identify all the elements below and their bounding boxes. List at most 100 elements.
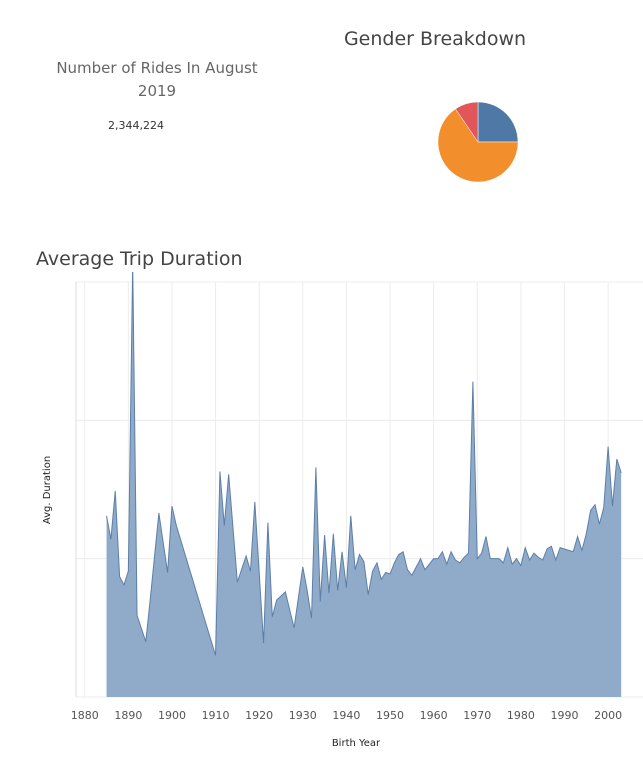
data-point[interactable] [362, 560, 365, 563]
data-point[interactable] [410, 574, 413, 577]
data-point[interactable] [371, 570, 374, 573]
data-point[interactable] [166, 571, 169, 574]
data-point[interactable] [223, 524, 226, 527]
data-point[interactable] [175, 524, 178, 527]
data-point[interactable] [585, 532, 588, 535]
data-point[interactable] [402, 550, 405, 553]
data-point[interactable] [572, 550, 575, 553]
data-point[interactable] [489, 557, 492, 560]
data-point[interactable] [384, 571, 387, 574]
data-point[interactable] [537, 556, 540, 559]
data-point[interactable] [149, 599, 152, 602]
data-point[interactable] [615, 458, 618, 461]
data-point[interactable] [341, 550, 344, 553]
data-point[interactable] [170, 505, 173, 508]
data-point[interactable] [266, 521, 269, 524]
data-point[interactable] [441, 550, 444, 553]
data-point[interactable] [262, 642, 265, 645]
data-point[interactable] [332, 532, 335, 535]
data-point[interactable] [109, 538, 112, 541]
data-point[interactable] [144, 640, 147, 643]
data-point[interactable] [253, 500, 256, 503]
data-point[interactable] [393, 561, 396, 564]
data-point[interactable] [218, 470, 221, 473]
data-point[interactable] [541, 559, 544, 562]
data-point[interactable] [445, 563, 448, 566]
data-point[interactable] [118, 575, 121, 578]
data-point[interactable] [415, 565, 418, 568]
data-point[interactable] [354, 568, 357, 571]
data-point[interactable] [458, 561, 461, 564]
data-point[interactable] [484, 535, 487, 538]
data-point[interactable] [275, 599, 278, 602]
data-point[interactable] [480, 552, 483, 555]
data-point[interactable] [105, 514, 108, 517]
data-point[interactable] [327, 592, 330, 595]
data-point[interactable] [476, 557, 479, 560]
data-point[interactable] [122, 583, 125, 586]
data-point[interactable] [594, 503, 597, 506]
data-point[interactable] [406, 568, 409, 571]
data-point[interactable] [336, 589, 339, 592]
data-point[interactable] [380, 578, 383, 581]
data-point[interactable] [567, 549, 570, 552]
pie-slice-0[interactable] [477, 101, 519, 143]
data-point[interactable] [515, 557, 518, 560]
data-point[interactable] [157, 512, 160, 515]
data-point[interactable] [550, 545, 553, 548]
data-point[interactable] [506, 546, 509, 549]
data-point[interactable] [598, 523, 601, 526]
data-point[interactable] [271, 615, 274, 618]
data-point[interactable] [227, 473, 230, 476]
data-point[interactable] [389, 572, 392, 575]
data-point[interactable] [611, 505, 614, 508]
data-point[interactable] [576, 535, 579, 538]
data-point[interactable] [493, 557, 496, 560]
data-point[interactable] [620, 471, 623, 474]
data-point[interactable] [546, 547, 549, 550]
data-point[interactable] [423, 568, 426, 571]
data-point[interactable] [375, 561, 378, 564]
data-point[interactable] [367, 593, 370, 596]
data-point[interactable] [532, 552, 535, 555]
pie-slice-1[interactable] [437, 108, 519, 183]
data-point[interactable] [528, 559, 531, 562]
data-point[interactable] [214, 654, 217, 657]
data-point[interactable] [454, 559, 457, 562]
data-point[interactable] [554, 559, 557, 562]
data-point[interactable] [293, 626, 296, 629]
data-point[interactable] [249, 570, 252, 573]
data-point[interactable] [467, 552, 470, 555]
data-point[interactable] [358, 553, 361, 556]
data-point[interactable] [580, 549, 583, 552]
data-point[interactable] [319, 600, 322, 603]
data-point[interactable] [498, 557, 501, 560]
data-point[interactable] [428, 563, 431, 566]
pie-slice-2[interactable] [455, 101, 479, 143]
data-point[interactable] [245, 554, 248, 557]
data-point[interactable] [314, 466, 317, 469]
data-point[interactable] [450, 550, 453, 553]
data-point[interactable] [310, 617, 313, 620]
data-point[interactable] [349, 514, 352, 517]
data-point[interactable] [589, 509, 592, 512]
data-point[interactable] [607, 445, 610, 448]
data-point[interactable] [471, 380, 474, 383]
data-point[interactable] [284, 590, 287, 593]
data-point[interactable] [559, 546, 562, 549]
data-point[interactable] [563, 547, 566, 550]
data-point[interactable] [432, 557, 435, 560]
data-point[interactable] [306, 589, 309, 592]
data-point[interactable] [419, 557, 422, 560]
data-point[interactable] [323, 534, 326, 537]
data-point[interactable] [301, 565, 304, 568]
data-point[interactable] [511, 563, 514, 566]
data-point[interactable] [602, 506, 605, 509]
data-point[interactable] [463, 556, 466, 559]
data-point[interactable] [127, 570, 130, 573]
data-point[interactable] [236, 581, 239, 584]
data-point[interactable] [114, 489, 117, 492]
data-point[interactable] [397, 553, 400, 556]
data-point[interactable] [345, 586, 348, 589]
data-point[interactable] [519, 564, 522, 567]
